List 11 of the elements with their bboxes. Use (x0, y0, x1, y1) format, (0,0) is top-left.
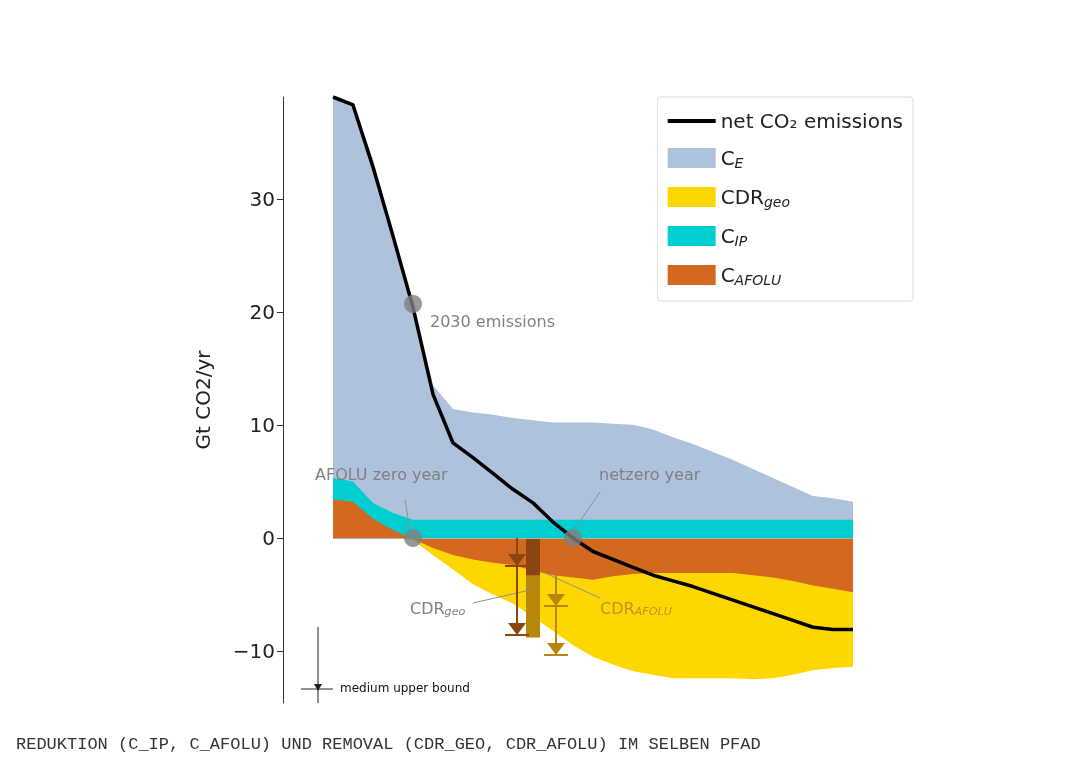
annotation: netzero year (599, 464, 701, 484)
annotation: medium upper bound (340, 681, 470, 695)
text: REDUKTION (C_IP, C_AFOLU) UND REMOVAL (CDR_GEO, CDR_AFOLU) IM SELBEN PFAD (16, 735, 761, 754)
y-axis-title: Gt CO2/yr (191, 349, 215, 450)
legend-label: net CO₂ emissions (720, 109, 904, 133)
y-tick-label: 20 (249, 299, 275, 324)
y-tick-label: 10 (249, 412, 275, 437)
y-tick-label: 30 (249, 186, 275, 211)
annotation: 2030 emissions (430, 311, 556, 331)
y-tick-label: 0 (262, 525, 275, 550)
y-tick-label: −10 (232, 638, 275, 663)
